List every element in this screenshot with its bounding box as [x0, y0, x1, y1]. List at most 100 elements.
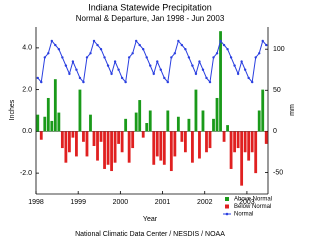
bar	[71, 131, 75, 138]
bar	[96, 131, 99, 161]
bar	[148, 110, 152, 132]
bar	[134, 112, 138, 132]
normal-marker	[75, 68, 78, 71]
footer: National Climatic Data Center / NESDIS /…	[75, 231, 225, 238]
bar	[155, 131, 159, 157]
bar	[113, 131, 117, 163]
normal-marker	[229, 56, 233, 59]
bar	[67, 131, 71, 153]
normal-marker	[215, 52, 219, 55]
normal-marker	[43, 56, 46, 59]
bar	[264, 131, 268, 144]
normal-marker	[85, 56, 89, 59]
bar	[215, 97, 219, 132]
bar	[127, 131, 131, 163]
normal-marker	[131, 52, 134, 55]
bar	[117, 131, 121, 144]
bar	[208, 131, 212, 149]
bar	[39, 131, 43, 140]
y2-tick-label: -50	[273, 169, 283, 176]
normal-marker	[82, 80, 85, 84]
bar	[145, 123, 149, 132]
bar	[50, 120, 54, 132]
normal-marker	[254, 56, 257, 59]
normal-marker	[117, 68, 120, 71]
normal-marker	[258, 52, 261, 55]
bar	[166, 110, 170, 132]
normal-marker	[212, 56, 215, 59]
x-axis-label: Year	[143, 216, 158, 223]
normal-marker	[205, 76, 208, 80]
normal-marker	[173, 52, 177, 55]
normal-marker	[240, 60, 243, 63]
normal-marker	[194, 72, 198, 76]
bar	[99, 131, 103, 142]
normal-line	[37, 39, 267, 84]
x-tick-label: 1998	[28, 199, 44, 206]
bar	[36, 114, 40, 132]
x-tick-label: 2003	[239, 199, 255, 206]
normal-marker	[180, 43, 184, 47]
normal-marker	[191, 64, 194, 67]
bar	[201, 110, 205, 132]
y-axis-label: Inches	[9, 99, 16, 120]
bar	[92, 131, 96, 146]
normal-marker	[250, 80, 254, 84]
normal-marker	[54, 43, 57, 47]
normal-marker	[222, 43, 226, 47]
y-tick-label: 2.0	[22, 86, 32, 93]
bar	[159, 131, 163, 161]
legend-label: Normal	[234, 212, 253, 218]
normal-marker	[68, 72, 71, 76]
normal-marker	[120, 76, 124, 80]
normal-marker	[233, 64, 236, 67]
normal-marker	[208, 80, 212, 84]
legend-swatch	[225, 204, 229, 209]
normal-marker	[187, 56, 191, 59]
normal-marker	[163, 76, 166, 80]
bar	[254, 131, 258, 174]
legend-label: Below Normal	[234, 204, 271, 210]
bar	[103, 131, 106, 169]
normal-marker	[198, 60, 201, 63]
y2-tick-label: 100	[273, 46, 285, 53]
y2-axis-label: mm	[289, 104, 296, 116]
bar	[43, 116, 47, 132]
bar	[169, 131, 173, 172]
normal-marker	[138, 43, 141, 47]
bar	[124, 118, 128, 132]
y-tick-label: 4.0	[22, 45, 32, 52]
normal-marker	[47, 52, 50, 55]
normal-marker	[124, 80, 127, 84]
normal-marker	[92, 39, 96, 43]
bar	[106, 131, 110, 165]
bar	[82, 131, 85, 142]
normal-marker	[142, 47, 145, 51]
normal-marker	[184, 47, 187, 51]
bar	[180, 131, 184, 142]
bar	[176, 116, 180, 132]
chart-title: Indiana Statewide Precipitation	[88, 2, 212, 12]
y-tick-label: 0.0	[22, 128, 32, 135]
bar	[219, 31, 222, 132]
bar	[75, 131, 78, 157]
normal-marker	[134, 39, 138, 43]
normal-marker	[113, 60, 117, 63]
y2-tick-label: 50	[273, 87, 281, 94]
x-tick-label: 2001	[155, 199, 171, 206]
normal-marker	[243, 68, 247, 71]
bar	[120, 131, 124, 153]
x-tick-label: 2002	[197, 199, 213, 206]
normal-marker	[177, 39, 180, 43]
normal-marker	[36, 76, 39, 80]
legend-swatch	[225, 197, 229, 201]
bar	[198, 131, 201, 159]
normal-marker	[71, 60, 75, 63]
normal-marker	[159, 68, 162, 71]
y-tick-label: -2.0	[20, 170, 32, 177]
bar	[152, 131, 156, 165]
normal-marker	[226, 47, 229, 51]
bar	[138, 100, 142, 132]
bar	[89, 114, 92, 132]
bar	[261, 89, 265, 132]
